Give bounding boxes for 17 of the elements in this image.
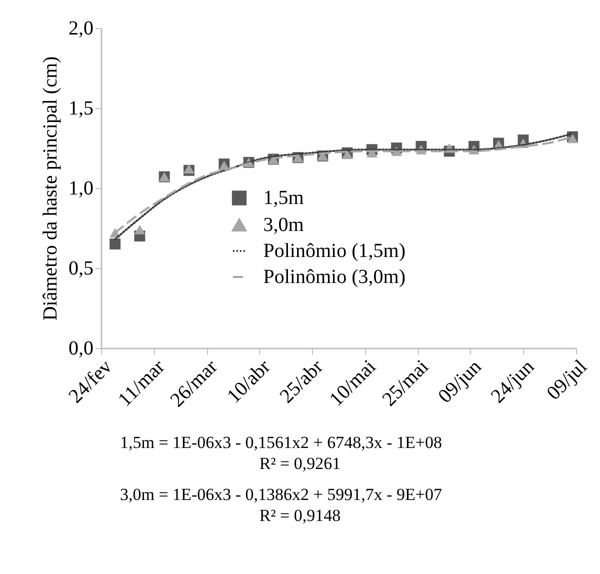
text: R² = 0,9261 xyxy=(258,453,342,474)
text: R² = 0,9148 xyxy=(258,505,342,526)
y-tick-label: 0,5 xyxy=(68,258,94,280)
text: 3,0m = 1E-06x3 - 0,1386x2 + 5991,7x - 9E+07 xyxy=(120,484,443,505)
point xyxy=(567,134,578,144)
y-axis-title: Diâmetro da haste principal (cm) xyxy=(40,56,62,321)
y-tick-label: 2,0 xyxy=(68,18,94,40)
legend-label: 3,0m xyxy=(263,214,304,236)
legend-label: 1,5m xyxy=(263,187,304,209)
point xyxy=(134,224,146,234)
y-tick-label: 1,0 xyxy=(68,178,94,200)
text: 1,5m = 1E-06x3 - 0,1561x2 + 6748,3x - 1E+08 xyxy=(120,432,443,453)
legend-label: Polinômio (3,0m) xyxy=(263,266,406,288)
y-tick-label: 1,5 xyxy=(68,98,94,120)
point xyxy=(342,150,353,160)
y-tick-label: 0,0 xyxy=(68,338,94,360)
legend-label: Polinômio (1,5m) xyxy=(263,240,406,262)
